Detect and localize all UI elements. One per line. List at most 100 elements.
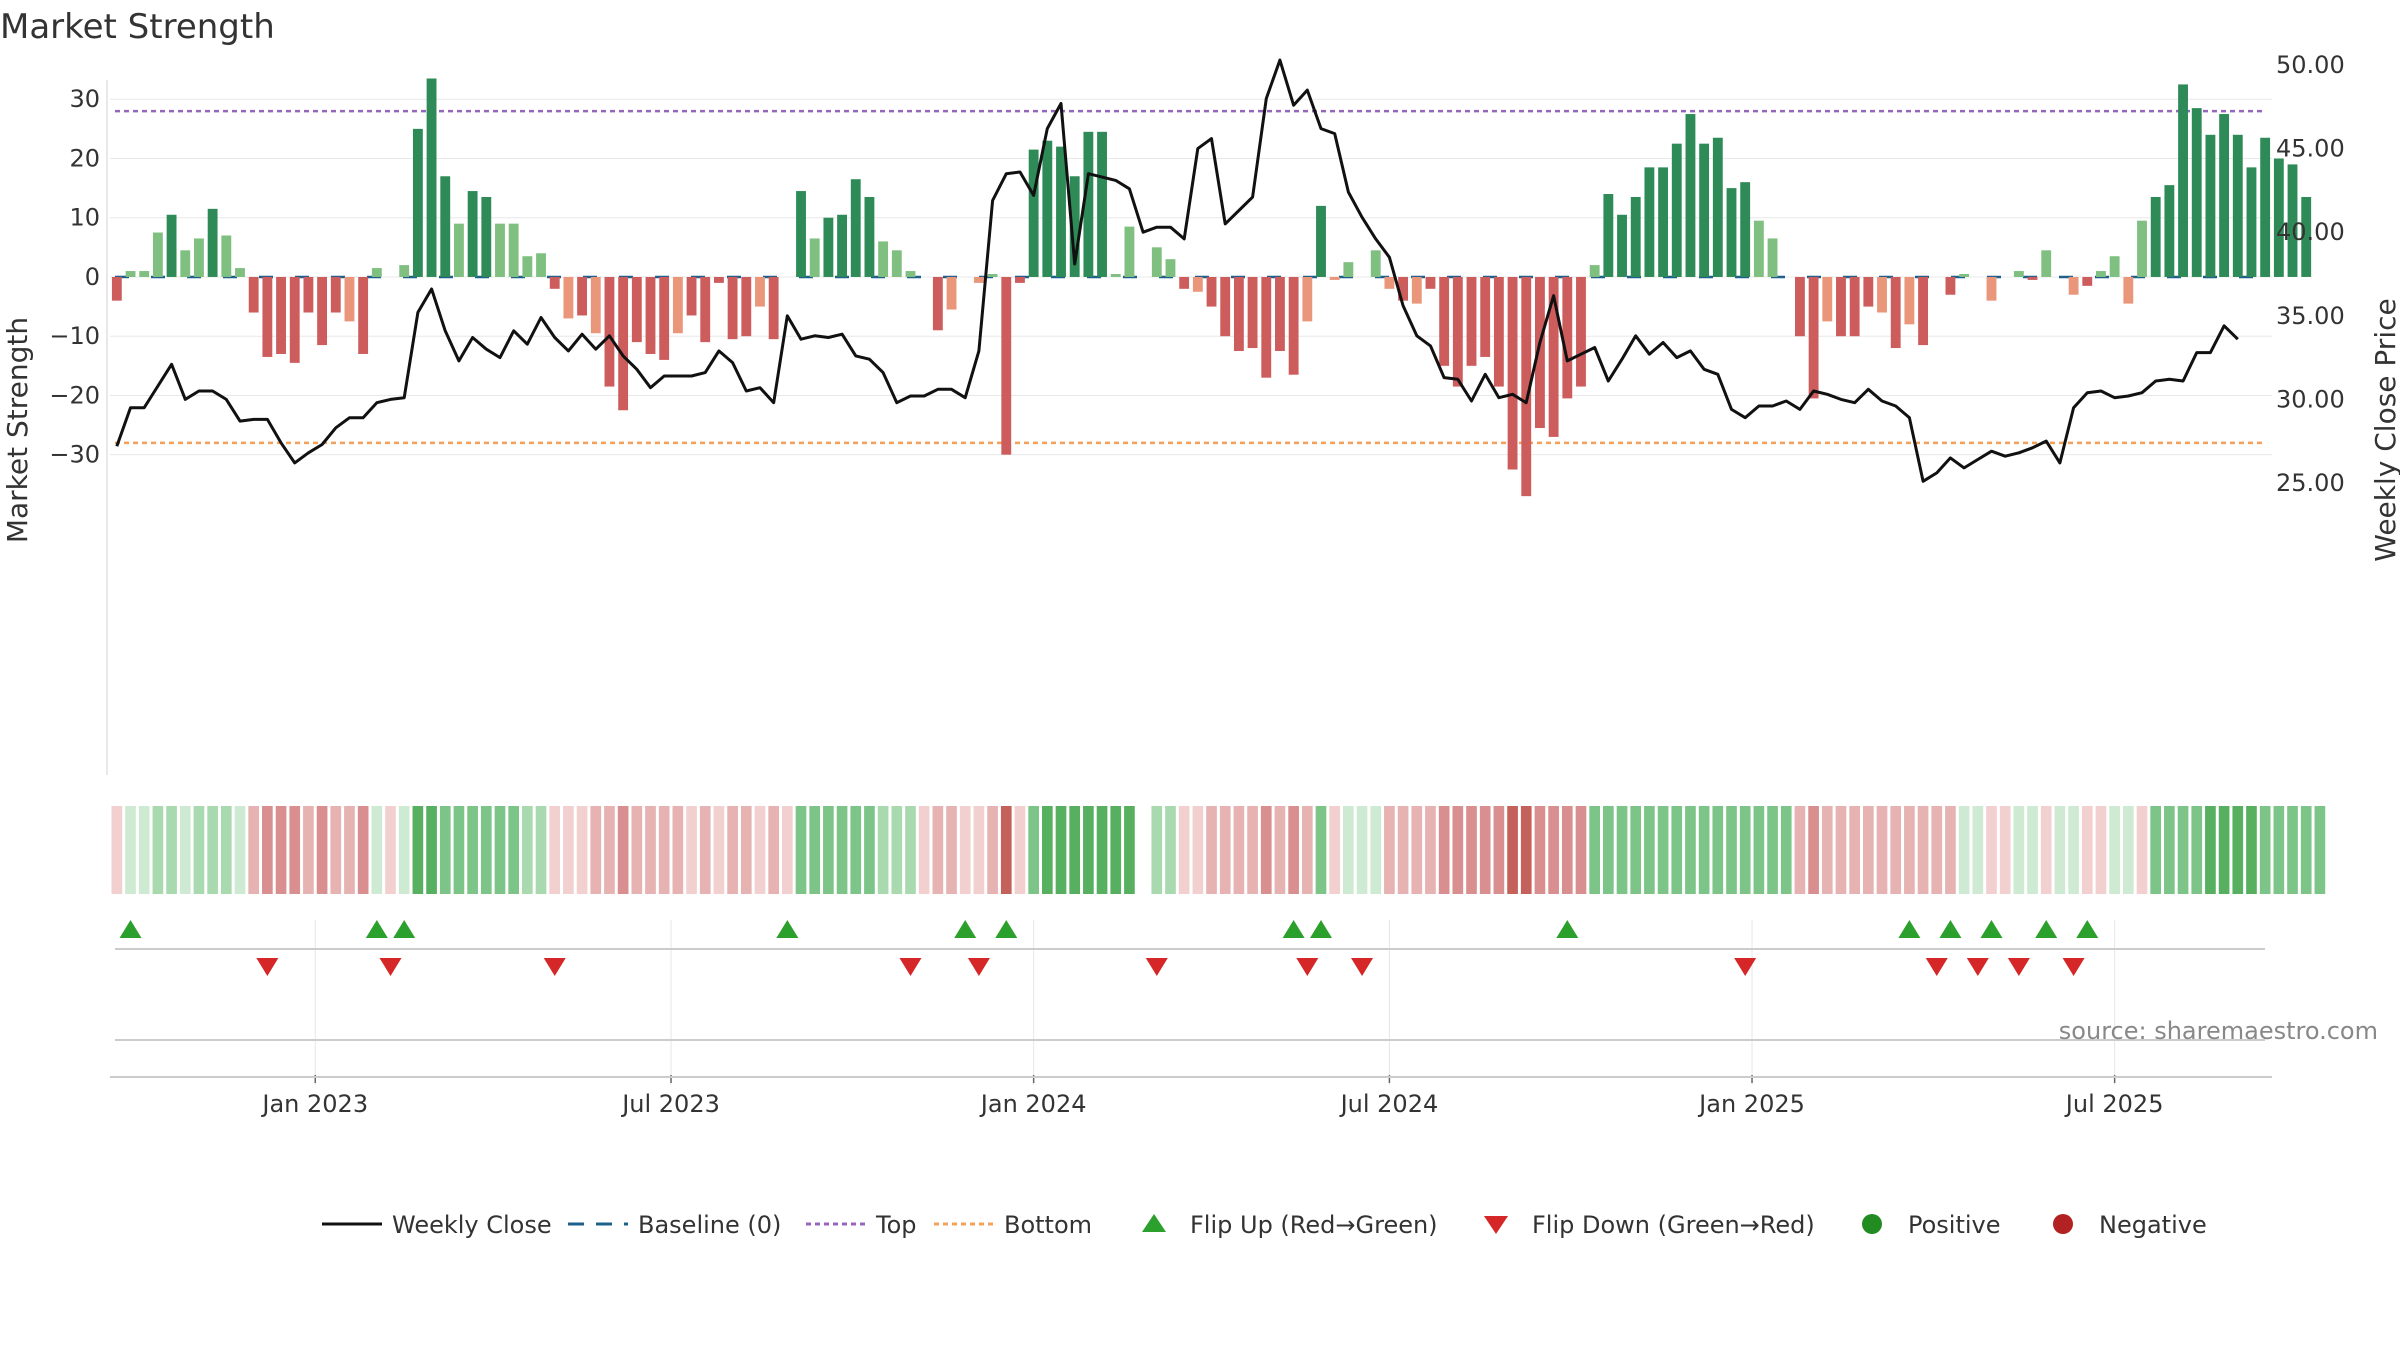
strength-bar-positive (467, 191, 478, 277)
strength-bar-negative (1233, 276, 1244, 352)
x-tick-label: Jul 2024 (1339, 1090, 1439, 1118)
strength-bar-negative (1945, 276, 1956, 295)
flip-up-marker (393, 920, 416, 938)
band-cell (2205, 806, 2216, 894)
band-cell (125, 806, 136, 894)
band-cell (1739, 806, 1751, 894)
strength-bar-negative (303, 276, 314, 313)
band-cell (699, 806, 711, 894)
band-cell (713, 806, 725, 894)
strength-bar-negative (1507, 276, 1518, 470)
price-line-layer (115, 58, 2239, 483)
strength-bar-negative (1302, 276, 1313, 322)
strength-bar-negative (1261, 276, 1272, 378)
band-cell (617, 806, 629, 894)
strength-bar-positive (508, 223, 519, 277)
band-cell (508, 806, 520, 894)
strength-bar-negative (1562, 276, 1573, 399)
strength-band (111, 806, 2326, 894)
strength-bar-negative (1863, 276, 1874, 307)
strength-bar-negative (1220, 276, 1231, 337)
band-cell (727, 806, 738, 894)
strength-bar-positive (878, 241, 889, 277)
band-cell (385, 806, 396, 894)
strength-bar-positive (2150, 196, 2161, 277)
flip-down-marker (256, 958, 279, 976)
band-cell (1698, 806, 1710, 894)
band-cell (398, 806, 410, 894)
band-cell (2300, 806, 2312, 894)
flip-up-marker (2035, 920, 2058, 938)
band-cell (768, 806, 779, 894)
band-cell (1370, 806, 1382, 894)
band-cell (1124, 806, 1135, 894)
strength-bar-positive (2219, 114, 2230, 277)
band-cell (672, 806, 684, 894)
strength-bar-positive (796, 191, 806, 277)
reference-lines (115, 109, 2265, 445)
band-cell (357, 806, 369, 894)
strength-bar-negative (2027, 276, 2038, 280)
strength-bar-negative (330, 276, 341, 313)
band-cell (781, 806, 793, 894)
flip-down-marker (1966, 958, 1989, 976)
strength-bar-negative (2123, 276, 2134, 304)
band-cell (1958, 806, 1970, 894)
strength-bar-negative (1836, 276, 1846, 337)
band-cell (1644, 806, 1655, 894)
strength-bar-negative (1275, 276, 1285, 352)
band-cell (2259, 806, 2271, 894)
band-cell (1083, 806, 1094, 894)
band-cell (1534, 806, 1546, 894)
strength-bar-positive (2109, 256, 2120, 277)
band-cell (754, 806, 766, 894)
strength-bar-positive (850, 179, 861, 277)
band-cell (1110, 806, 1122, 894)
strength-bar-negative (1904, 276, 1915, 325)
strength-bar-negative (1822, 276, 1833, 322)
flip-down-marker (1145, 958, 1168, 976)
band-cell (645, 806, 656, 894)
band-cell (1808, 806, 1819, 894)
strength-bar-positive (2013, 271, 2024, 277)
strength-bar-positive (1644, 167, 1655, 277)
strength-bar-negative (1179, 276, 1190, 289)
flip-up-marker (954, 920, 977, 938)
band-cell (166, 806, 177, 894)
strength-bar-positive (905, 271, 916, 277)
strength-bar-negative (1192, 276, 1203, 292)
flip-down-marker (2062, 958, 2085, 976)
strength-bar-negative (946, 276, 957, 310)
strength-bar-positive (2191, 108, 2202, 277)
strength-bar-positive (1316, 205, 1326, 277)
band-cell (2218, 806, 2230, 894)
strength-bar-negative (1890, 276, 1901, 349)
x-tick-label: Jul 2023 (620, 1090, 720, 1118)
strength-bar-positive (1110, 274, 1121, 277)
strength-bar-positive (1042, 140, 1053, 277)
legend-label: Flip Down (Green→Red) (1532, 1211, 1815, 1239)
band-cell (1219, 806, 1231, 894)
band-cell (289, 806, 301, 894)
band-cell (1096, 806, 1108, 894)
band-cell (905, 806, 916, 894)
flip-up-marker (1282, 920, 1305, 938)
band-cell (836, 806, 848, 894)
right-tick-label: 35.00 (2276, 302, 2345, 330)
band-cell (658, 806, 670, 894)
flip-down-marker (379, 958, 402, 976)
band-cell (522, 806, 533, 894)
band-cell (850, 806, 862, 894)
band-cell (2232, 806, 2244, 894)
band-cell (2287, 806, 2298, 894)
band-cell (1329, 806, 1341, 894)
weekly-close-line (115, 58, 2239, 483)
strength-bar-negative (2082, 276, 2093, 286)
strength-bar-negative (276, 276, 286, 354)
band-cell (262, 806, 273, 894)
flip-up-marker (1309, 920, 1332, 938)
band-cell (1685, 806, 1696, 894)
legend-swatch-flip-up (1142, 1214, 1166, 1232)
band-cell (891, 806, 903, 894)
